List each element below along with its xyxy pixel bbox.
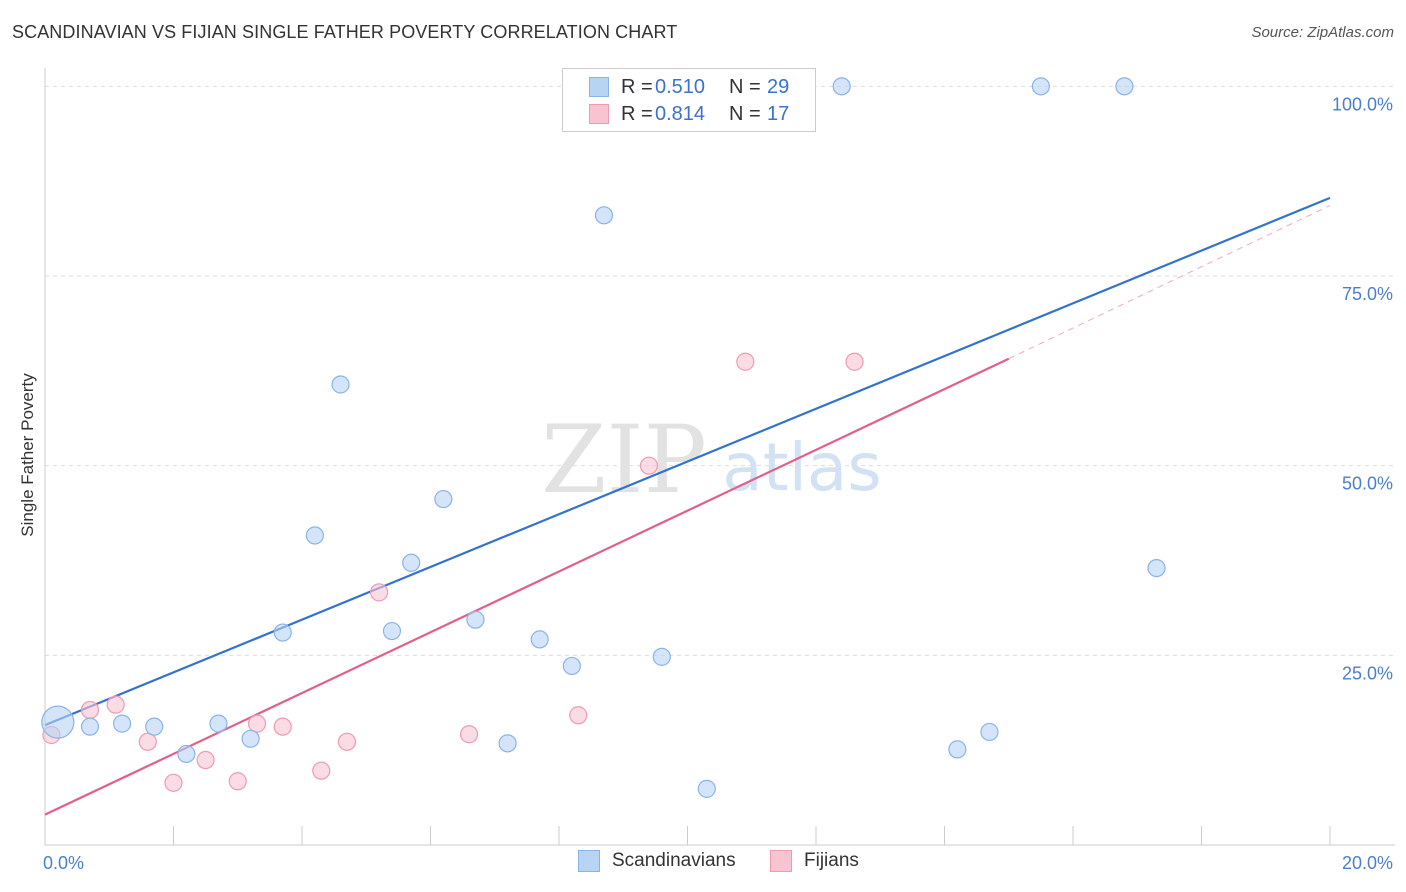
x-tick-label: 20.0% bbox=[1342, 853, 1393, 873]
point-scandinavians bbox=[273, 623, 292, 642]
point-scandinavians bbox=[209, 714, 228, 733]
point-scandinavians bbox=[1147, 558, 1166, 578]
r-label: R = bbox=[621, 75, 653, 98]
point-fijians bbox=[337, 732, 357, 751]
y-tick-label: 50.0% bbox=[1342, 474, 1393, 494]
point-fijians bbox=[228, 772, 247, 791]
point-fijians bbox=[370, 583, 389, 602]
point-scandinavians bbox=[530, 630, 549, 649]
point-scandinavians bbox=[498, 734, 517, 753]
trend-line-fijians-extension bbox=[1008, 205, 1331, 360]
point-fijians bbox=[569, 706, 588, 725]
point-scandinavians bbox=[652, 647, 671, 666]
point-scandinavians bbox=[382, 621, 402, 641]
stats-legend: R = 0.510 N = 29 R = 0.814 N = 17 bbox=[562, 68, 816, 132]
legend-swatch-blue bbox=[578, 850, 600, 872]
r-value: 0.510 bbox=[655, 75, 706, 98]
axes bbox=[44, 68, 1395, 846]
point-fijians bbox=[845, 352, 864, 371]
point-scandinavians bbox=[41, 705, 75, 739]
legend-swatch-pink bbox=[770, 850, 792, 872]
point-fijians bbox=[247, 714, 267, 733]
point-scandinavians bbox=[562, 656, 581, 676]
r-value: 0.814 bbox=[655, 102, 706, 125]
point-scandinavians bbox=[112, 714, 132, 733]
point-scandinavians bbox=[980, 722, 999, 742]
watermark-zip: ZIP bbox=[541, 406, 707, 515]
point-scandinavians bbox=[402, 553, 421, 572]
n-value: 29 bbox=[767, 75, 790, 98]
point-scandinavians bbox=[466, 610, 485, 629]
watermark-atlas: atlas bbox=[722, 429, 882, 506]
legend-item-scandinavians[interactable]: Scandinavians bbox=[578, 850, 736, 872]
n-label: N = bbox=[729, 102, 761, 125]
point-scandinavians bbox=[241, 729, 260, 748]
series-legend: Scandinavians Fijians bbox=[0, 850, 1406, 878]
point-fijians bbox=[196, 750, 215, 770]
y-tick-label: 25.0% bbox=[1342, 663, 1393, 683]
point-fijians bbox=[273, 717, 292, 736]
n-value: 17 bbox=[767, 102, 790, 125]
legend-item-fijians[interactable]: Fijians bbox=[770, 850, 859, 872]
x-tick-label: 0.0% bbox=[43, 853, 84, 873]
r-label: R = bbox=[621, 102, 653, 125]
point-scandinavians bbox=[697, 779, 716, 798]
point-fijians bbox=[138, 732, 157, 751]
legend-swatch-pink bbox=[589, 104, 609, 124]
point-scandinavians bbox=[594, 206, 614, 225]
watermark: ZIP atlas bbox=[541, 406, 882, 515]
point-fijians bbox=[312, 761, 331, 780]
n-label: N = bbox=[729, 75, 761, 98]
y-tick-label: 100.0% bbox=[1332, 94, 1393, 114]
point-fijians bbox=[459, 725, 479, 744]
point-scandinavians bbox=[145, 717, 164, 736]
point-scandinavians bbox=[832, 77, 851, 96]
point-fijians bbox=[639, 456, 659, 475]
point-fijians bbox=[164, 773, 183, 792]
point-scandinavians bbox=[177, 744, 196, 764]
legend-swatch-blue bbox=[589, 77, 609, 97]
point-scandinavians bbox=[948, 740, 967, 759]
legend-label: Scandinavians bbox=[612, 850, 736, 871]
point-scandinavians bbox=[305, 526, 324, 545]
point-scandinavians bbox=[434, 489, 453, 509]
trend-lines bbox=[44, 196, 1331, 816]
gridlines bbox=[45, 85, 1395, 656]
source-credit: Source: ZipAtlas.com bbox=[1251, 24, 1394, 41]
point-fijians bbox=[736, 352, 755, 371]
point-scandinavians bbox=[1115, 77, 1134, 96]
trend-line-scandinavians bbox=[44, 196, 1331, 727]
point-fijians bbox=[80, 700, 100, 720]
y-axis-label: Single Father Poverty bbox=[18, 373, 37, 537]
y-tick-label: 75.0% bbox=[1342, 284, 1393, 304]
trend-line-fijians bbox=[44, 357, 1010, 816]
point-scandinavians bbox=[331, 375, 350, 394]
tick-labels: 25.0% 50.0% 75.0% 100.0% 0.0% 20.0% bbox=[43, 94, 1393, 873]
chart-title: SCANDINAVIAN VS FIJIAN SINGLE FATHER POV… bbox=[12, 22, 678, 42]
legend-label: Fijians bbox=[804, 850, 859, 871]
point-scandinavians bbox=[80, 717, 100, 736]
point-fijians bbox=[106, 695, 125, 714]
point-scandinavians bbox=[1031, 77, 1050, 96]
